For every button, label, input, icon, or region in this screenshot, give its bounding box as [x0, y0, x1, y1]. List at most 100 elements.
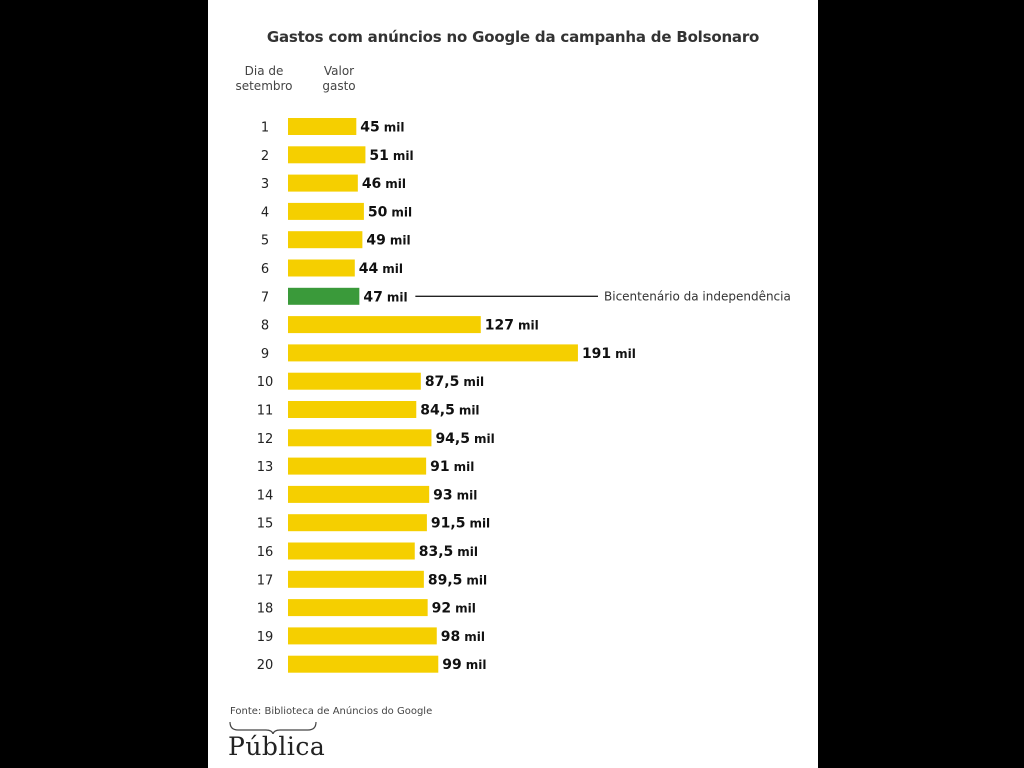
- value-label-number: 191: [582, 346, 611, 362]
- bar: [288, 118, 357, 135]
- day-label: 4: [261, 205, 269, 220]
- day-label: 7: [261, 290, 269, 305]
- source-note: Fonte: Biblioteca de Anúncios do Google: [230, 706, 433, 717]
- value-label-number: 99: [442, 657, 461, 673]
- day-label: 19: [257, 630, 274, 645]
- value-label-number: 49: [366, 233, 385, 249]
- bar: [288, 429, 432, 447]
- value-label-unit: mil: [457, 545, 478, 559]
- value-label: 127 mil: [485, 318, 539, 334]
- value-label-number: 92: [432, 601, 451, 617]
- value-label-number: 94,5: [435, 431, 470, 447]
- value-label-number: 46: [362, 176, 381, 192]
- day-label: 14: [257, 488, 274, 503]
- value-label-unit: mil: [393, 149, 414, 163]
- value-label-unit: mil: [474, 432, 495, 446]
- bar: [288, 344, 578, 362]
- logo-brace-icon: [229, 721, 317, 734]
- annotation-label: Bicentenário da independência: [604, 289, 791, 303]
- bar: [288, 259, 355, 277]
- bar: [288, 514, 427, 532]
- value-label: 46 mil: [362, 176, 406, 192]
- value-label: 50 mil: [368, 204, 412, 220]
- bar: [288, 287, 360, 305]
- value-label-number: 89,5: [428, 572, 463, 588]
- bar: [288, 655, 439, 673]
- column-header-day-line1: Dia de: [244, 64, 284, 78]
- value-label: 98 mil: [441, 629, 485, 645]
- value-label-unit: mil: [385, 177, 406, 191]
- bar: [288, 146, 366, 164]
- value-label-number: 91: [430, 459, 449, 475]
- value-label-number: 93: [433, 487, 452, 503]
- day-label: 12: [257, 432, 274, 447]
- value-label: 92 mil: [432, 601, 476, 617]
- column-header-value: Valor gasto: [316, 64, 362, 94]
- value-label: 47 mil: [363, 289, 407, 305]
- bar: [288, 372, 421, 390]
- day-label: 3: [261, 177, 269, 192]
- value-label: 87,5 mil: [425, 374, 484, 390]
- value-label: 191 mil: [582, 346, 636, 362]
- value-label-unit: mil: [466, 658, 487, 672]
- day-label: 2: [261, 149, 269, 164]
- bar: [288, 570, 424, 588]
- day-label: 6: [261, 262, 269, 277]
- value-label-unit: mil: [464, 630, 485, 644]
- column-header-value-line1: Valor: [323, 64, 355, 78]
- day-label: 11: [257, 404, 274, 419]
- value-label-number: 91,5: [431, 516, 466, 532]
- bar: [288, 174, 358, 192]
- value-label-number: 127: [485, 318, 514, 334]
- day-label: 10: [257, 375, 274, 390]
- value-label-unit: mil: [382, 262, 403, 276]
- day-label: 18: [257, 602, 274, 617]
- value-label-unit: mil: [463, 375, 484, 389]
- bar: [288, 316, 481, 334]
- value-label-unit: mil: [390, 234, 411, 248]
- value-label-unit: mil: [455, 602, 476, 616]
- day-label: 9: [261, 347, 269, 362]
- value-label-number: 47: [363, 289, 382, 305]
- value-label-unit: mil: [615, 347, 636, 361]
- value-label-number: 83,5: [419, 544, 454, 560]
- value-label-unit: mil: [457, 488, 478, 502]
- bar: [288, 542, 415, 560]
- value-label-number: 84,5: [420, 403, 455, 419]
- chart-panel: Gastos com anúncios no Google da campanh…: [208, 0, 818, 768]
- bar: [288, 457, 427, 475]
- value-label-unit: mil: [466, 573, 487, 587]
- value-label: 51 mil: [369, 148, 413, 164]
- day-label: 17: [257, 573, 274, 588]
- value-label-number: 98: [441, 629, 460, 645]
- value-label-number: 51: [369, 148, 388, 164]
- day-label: 5: [261, 234, 269, 249]
- bar: [288, 627, 437, 645]
- value-label-unit: mil: [391, 205, 412, 219]
- value-label: 89,5 mil: [428, 572, 487, 588]
- value-label: 99 mil: [442, 657, 486, 673]
- value-label-unit: mil: [384, 121, 405, 135]
- bar: [288, 401, 417, 418]
- value-label-unit: mil: [454, 460, 475, 474]
- day-label: 16: [257, 545, 274, 560]
- value-label-number: 44: [359, 261, 379, 277]
- value-label-number: 45: [360, 120, 379, 136]
- value-label: 49 mil: [366, 233, 410, 249]
- bar: [288, 202, 364, 220]
- value-label: 44 mil: [359, 261, 403, 277]
- bar: [288, 485, 430, 503]
- value-label-unit: mil: [459, 404, 480, 418]
- value-label: 93 mil: [433, 487, 477, 503]
- day-label: 8: [261, 319, 269, 334]
- day-label: 20: [257, 658, 274, 673]
- day-label: 13: [257, 460, 274, 475]
- day-label: 15: [257, 517, 274, 532]
- value-label: 91 mil: [430, 459, 474, 475]
- bar: [288, 599, 428, 617]
- value-label-unit: mil: [469, 517, 490, 531]
- value-label: 91,5 mil: [431, 516, 490, 532]
- bar: [288, 231, 363, 249]
- value-label: 83,5 mil: [419, 544, 478, 560]
